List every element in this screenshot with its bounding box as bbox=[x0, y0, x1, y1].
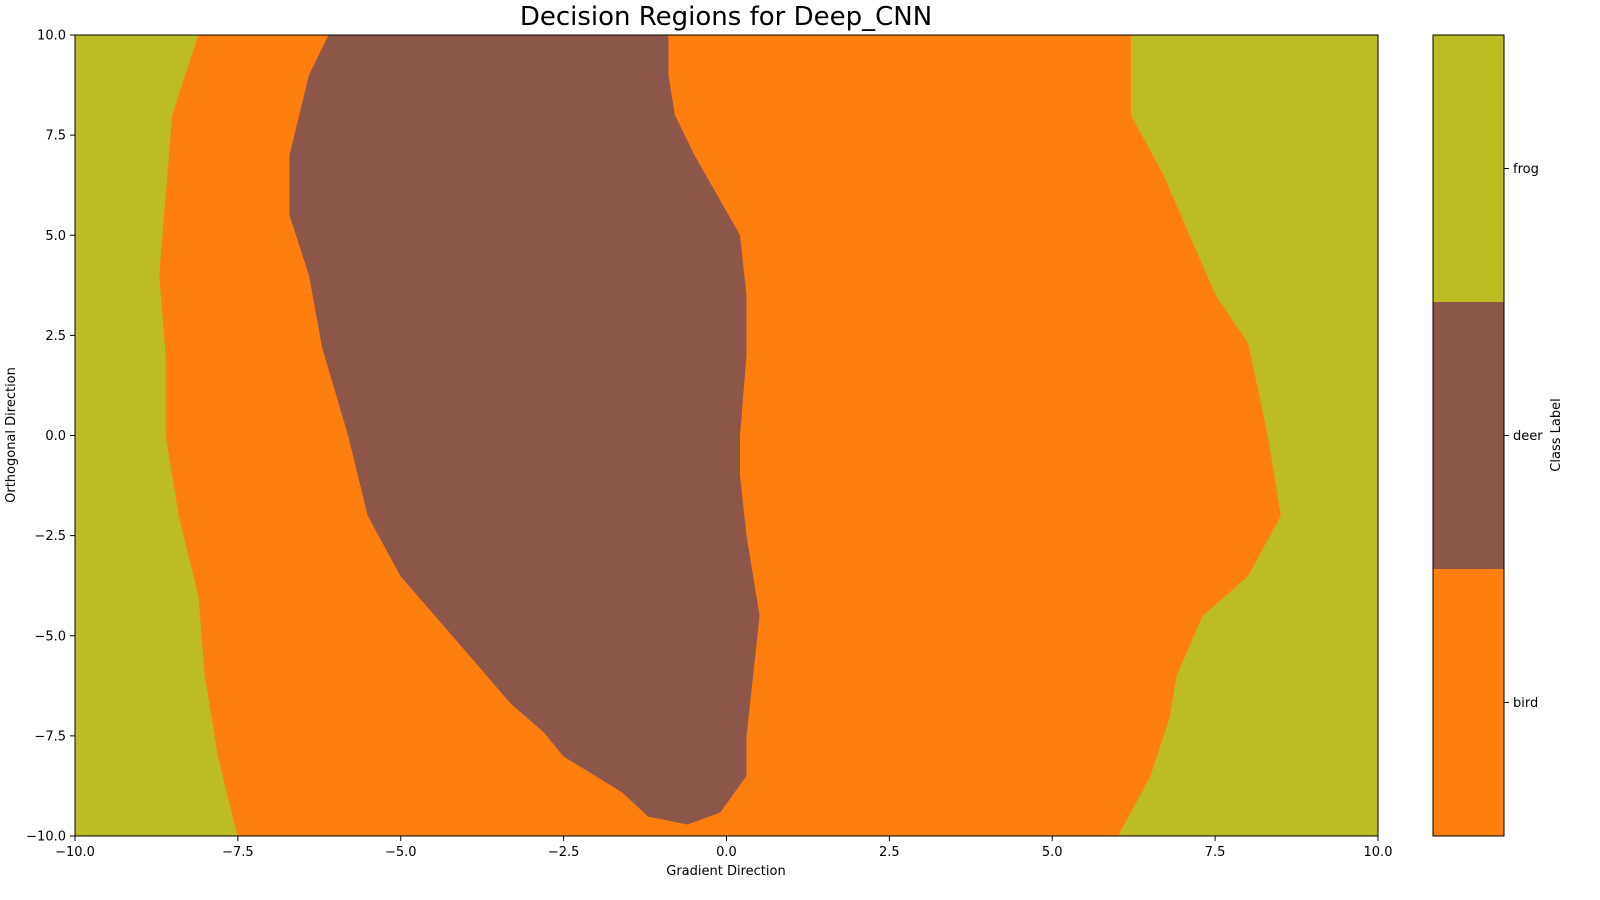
x-tick-label: 2.5 bbox=[879, 845, 900, 860]
y-tick-label: 7.5 bbox=[45, 129, 66, 144]
chart-title: Decision Regions for Deep_CNN bbox=[520, 2, 932, 32]
x-tick-label: −5.0 bbox=[385, 845, 417, 860]
colorbar-segment-bird bbox=[1433, 569, 1504, 836]
y-tick-label: 2.5 bbox=[45, 329, 66, 344]
y-axis-label: Orthogonal Direction bbox=[4, 367, 19, 503]
y-tick-label: −7.5 bbox=[34, 729, 66, 744]
colorbar-label: Class Label bbox=[1549, 398, 1564, 471]
colorbar: bird deer frog bbox=[1432, 34, 1543, 837]
colorbar-tick-label: bird bbox=[1513, 696, 1538, 711]
y-tick-label: −2.5 bbox=[34, 529, 66, 544]
decision-regions bbox=[159, 35, 1281, 836]
x-axis: −10.0 −7.5 −5.0 −2.5 0.0 2.5 5.0 7.5 10.0 bbox=[55, 836, 1392, 860]
x-axis-label: Gradient Direction bbox=[666, 864, 785, 879]
region-deer-1 bbox=[289, 35, 760, 825]
y-tick-label: 0.0 bbox=[45, 429, 66, 444]
colorbar-tick-label: frog bbox=[1513, 162, 1539, 177]
x-tick-label: −10.0 bbox=[55, 845, 95, 860]
colorbar-tick-label: deer bbox=[1513, 429, 1543, 444]
x-tick-label: −7.5 bbox=[222, 845, 254, 860]
y-tick-label: 10.0 bbox=[37, 29, 66, 44]
plot-area bbox=[74, 34, 1379, 837]
y-axis: −10.0 −7.5 −5.0 −2.5 0.0 2.5 5.0 7.5 10.0 bbox=[26, 29, 75, 845]
x-tick-label: 7.5 bbox=[1205, 845, 1226, 860]
colorbar-segment-deer bbox=[1433, 302, 1504, 569]
x-tick-label: −2.5 bbox=[548, 845, 580, 860]
y-tick-label: 5.0 bbox=[45, 229, 66, 244]
y-tick-label: −5.0 bbox=[34, 629, 66, 644]
y-tick-label: −10.0 bbox=[26, 830, 66, 845]
colorbar-segment-frog bbox=[1433, 35, 1504, 302]
x-tick-label: 0.0 bbox=[716, 845, 737, 860]
x-tick-label: 5.0 bbox=[1042, 845, 1063, 860]
x-tick-label: 10.0 bbox=[1364, 845, 1393, 860]
